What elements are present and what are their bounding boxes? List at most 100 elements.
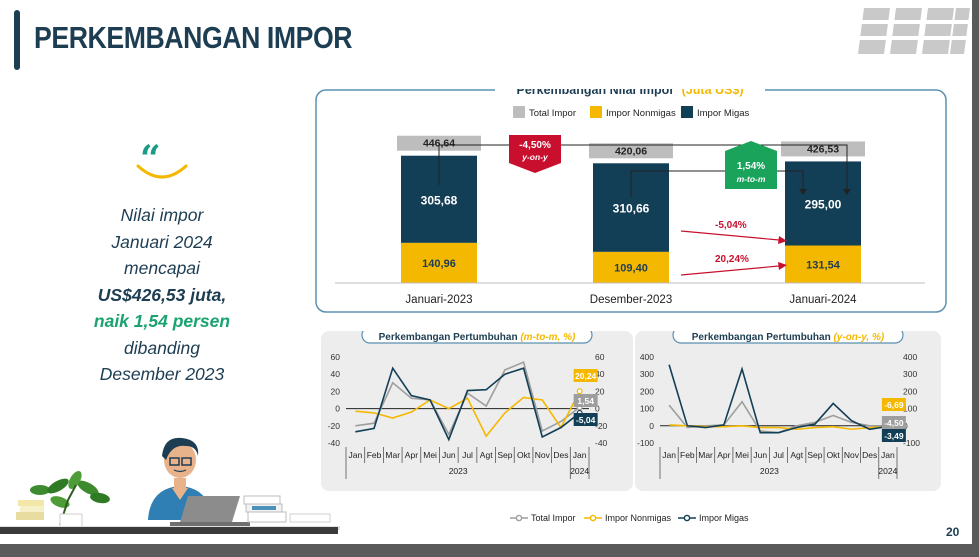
yoy-value: -4,50%	[519, 140, 551, 151]
total-label: 420,06	[615, 145, 647, 157]
total-label: 426,53	[807, 143, 839, 155]
series-total-end-label-box	[881, 416, 906, 429]
x-tick-label: Sep	[497, 450, 512, 460]
bar-label-nonmigas: 109,40	[614, 262, 648, 274]
series-nonmigas-end-label-box	[881, 398, 906, 411]
footer-bar	[0, 527, 338, 534]
total-label: 446,64	[423, 138, 455, 150]
slide: PERKEMBANGAN IMPOR “ Nilai impor Januari…	[0, 0, 972, 544]
quote-line: mencapai	[124, 258, 200, 278]
bar-nonmigas	[401, 242, 477, 283]
legend-swatch-nonmigas	[590, 106, 602, 118]
series-migas-end-label-box	[573, 413, 598, 426]
x-tick-label: Nov	[535, 450, 551, 460]
y-tick-left: 60	[331, 352, 341, 362]
quote-line: Nilai impor	[120, 205, 204, 225]
laptop-icon	[170, 496, 250, 526]
x-tick-label: Jun	[442, 450, 456, 460]
legend-nonmigas: Impor Nonmigas	[584, 513, 672, 523]
svg-text:Impor Nonmigas: Impor Nonmigas	[605, 513, 672, 523]
y-tick-left: 200	[640, 386, 654, 396]
year-label: 2024	[878, 466, 897, 476]
migas-change-arrow: -5,04%	[680, 220, 787, 244]
series-total-end-label: 1,54	[577, 396, 594, 406]
y-tick-right: 100	[903, 404, 917, 414]
bar-label-migas: 305,68	[421, 193, 458, 207]
x-tick-label: Apr	[717, 450, 730, 460]
x-tick-label: Jul	[773, 450, 784, 460]
bar-migas	[785, 161, 861, 246]
legend-migas: Impor Migas	[678, 513, 749, 523]
mtm-label: m-to-m	[737, 174, 766, 184]
y-tick-right: 0	[595, 404, 600, 414]
y-tick-right: 40	[595, 369, 605, 379]
chart-title-pill	[361, 331, 593, 344]
y-tick-left: 0	[335, 404, 340, 414]
y-tick-left: 400	[640, 352, 654, 362]
import-value-chart: Perkembangan Nilai Impor (Juta US$) Tota…	[315, 89, 947, 313]
legend-label-nonmigas: Impor Nonmigas	[606, 108, 676, 119]
x-tick-label: Jun	[753, 450, 767, 460]
x-tick-label: Mei	[735, 450, 749, 460]
series-nonmigas-end-point	[576, 388, 583, 395]
x-tick-label: Mei	[423, 450, 437, 460]
series-migas-line	[668, 364, 889, 434]
y-tick-right: -100	[903, 438, 920, 448]
x-tick-label: Okt	[517, 450, 531, 460]
x-tick-label: Jan	[662, 450, 676, 460]
line-chart-legend: Total Impor Impor Nonmigas Impor Migas	[510, 513, 749, 523]
quote-mark-icon: “	[140, 138, 161, 180]
series-nonmigas-line	[355, 390, 581, 438]
migas-change-value: -5,04%	[715, 220, 747, 231]
x-tick-label: Jan	[573, 450, 587, 460]
quote-line: dibanding	[124, 337, 200, 358]
series-nonmigas-line	[669, 424, 888, 431]
series-total-end-label-box	[573, 394, 598, 407]
quote-smile-icon	[136, 164, 188, 179]
quote-line: Desember 2023	[99, 364, 225, 384]
series-migas-line	[355, 366, 581, 442]
yoy-label: y-on-y	[521, 152, 549, 162]
quote-text: Nilai impor Januari 2024 mencapai US$426…	[62, 202, 262, 388]
series-migas-end-label: -3,49	[884, 431, 904, 441]
bar-label-nonmigas: 140,96	[422, 258, 456, 270]
nonmigas-change-value: 20,24%	[715, 254, 749, 265]
x-tick-label: Jan	[881, 450, 895, 460]
mtm-value: 1,54%	[737, 161, 765, 172]
title-accent-bar	[14, 10, 20, 70]
x-tick-label: Feb	[367, 450, 382, 460]
x-tick-label: Jul	[462, 450, 473, 460]
total-label-box	[589, 143, 673, 159]
x-tick-label: Des	[862, 450, 877, 460]
plant-icon	[30, 470, 110, 529]
chart-legend: Total Impor Impor Nonmigas Impor Migas	[513, 106, 750, 119]
comparison-connectors	[438, 144, 848, 197]
x-tick-label: Nov	[844, 450, 860, 460]
page-number: 20	[946, 525, 960, 539]
y-tick-left: -40	[328, 438, 341, 448]
series-nonmigas-end-label: -6,69	[884, 400, 904, 410]
logo-icon	[850, 8, 970, 54]
chart-title: Perkembangan Pertumbuhan (m-to-m, %)	[379, 332, 576, 343]
x-tick-label: Jan	[348, 450, 362, 460]
year-label: 2024	[570, 466, 589, 476]
person-at-laptop-illustration	[0, 437, 340, 530]
y-tick-left: 0	[649, 421, 654, 431]
category-label: Januari-2024	[789, 294, 857, 306]
svg-text:Total Impor: Total Impor	[531, 513, 576, 523]
bar-nonmigas	[785, 245, 861, 283]
y-tick-right: 400	[903, 352, 917, 362]
bar-label-migas: 310,66	[613, 202, 650, 216]
legend-label-migas: Impor Migas	[697, 108, 750, 119]
legend-swatch-migas	[681, 106, 693, 118]
legend-label-total: Total Impor	[529, 108, 576, 119]
y-tick-left: 20	[331, 386, 341, 396]
quote-highlight-value: US$426,53 juta,	[97, 284, 227, 305]
x-tick-label: Apr	[405, 450, 418, 460]
category-label: Januari-2023	[405, 294, 472, 306]
y-tick-right: 200	[903, 386, 917, 396]
bar-label-nonmigas: 131,54	[806, 259, 841, 271]
bar-label-migas: 295,00	[805, 197, 842, 211]
y-tick-left: -20	[328, 421, 341, 431]
y-tick-left: 100	[640, 404, 654, 414]
